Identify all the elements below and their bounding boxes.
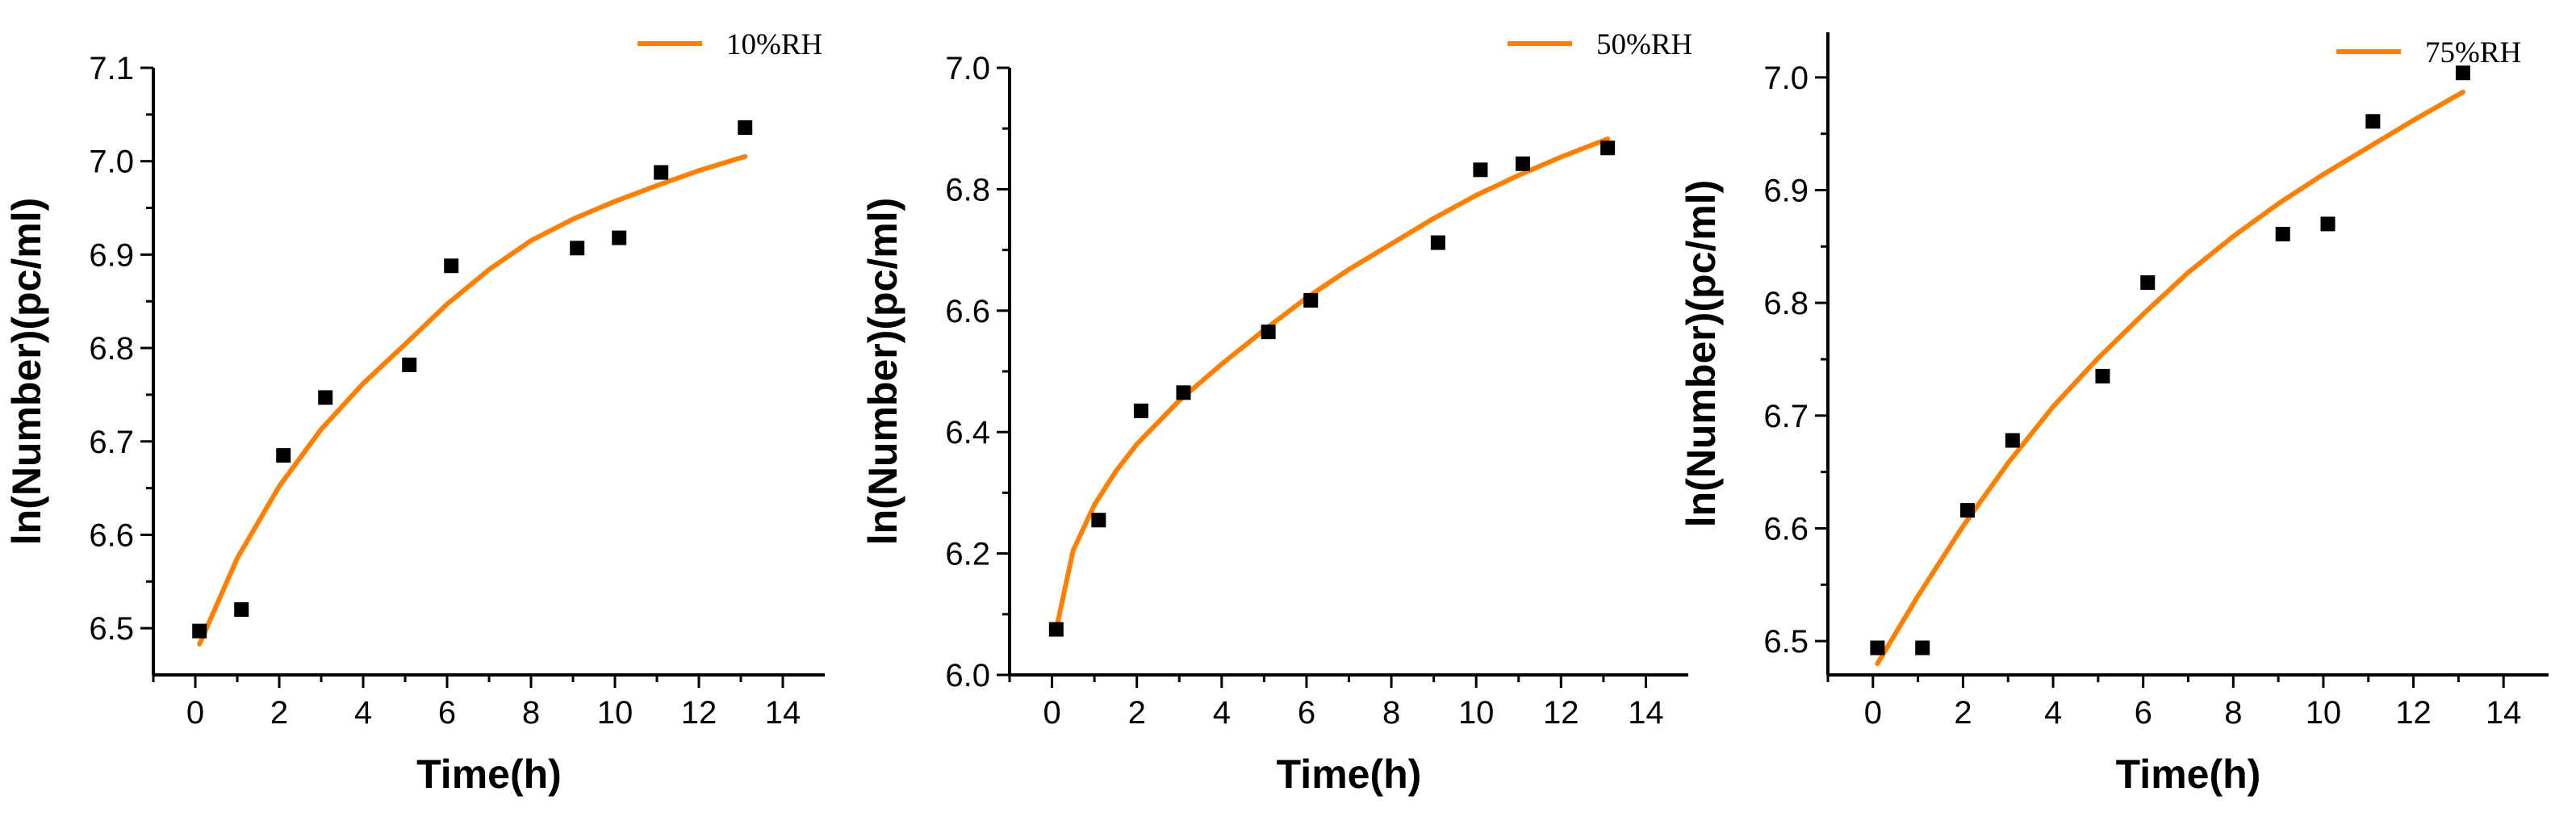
- data-point: [612, 230, 627, 245]
- fit-line-series: [1875, 90, 2465, 666]
- data-point: [276, 448, 291, 463]
- y-tick-label: 6.9: [89, 237, 134, 273]
- data-point: [2140, 275, 2156, 291]
- x-tick-label: 0: [1864, 695, 1882, 731]
- x-tick-label: 2: [270, 695, 288, 731]
- chart-panel-3: 0 2 4 6 8 10 12 14 6.5 6.6 6.7 6.8 6.9 7.0 Time(h) ln(N…: [1679, 32, 2549, 797]
- legend-label: 10%RH: [726, 28, 822, 61]
- data-point: [1915, 640, 1930, 656]
- data-point: [1091, 513, 1106, 528]
- y-tick-label: 6.9: [1763, 174, 1809, 209]
- x-tick-label: 4: [354, 695, 372, 731]
- y-tick-label: 6.7: [89, 425, 134, 460]
- data-point: [654, 165, 669, 180]
- x-tick-label: 14: [1628, 695, 1664, 731]
- x-axis-title: Time(h): [416, 752, 562, 797]
- y-tick-label: 6.4: [945, 415, 990, 450]
- y-axis-title: ln(Number)(pc/ml): [1679, 180, 1724, 528]
- x-tick-label: 8: [522, 695, 540, 731]
- data-point: [570, 241, 585, 256]
- y-tick-label: 7.0: [1763, 61, 1809, 96]
- y-tick-label: 6.8: [89, 331, 134, 367]
- legend-label: 50%RH: [1596, 28, 1692, 61]
- data-point: [402, 357, 417, 372]
- data-point: [1516, 156, 1531, 171]
- y-tick-label: 6.5: [89, 611, 134, 647]
- x-tick-label: 12: [681, 695, 717, 731]
- x-tick-label: 0: [186, 695, 204, 731]
- x-tick-label: 10: [597, 695, 634, 731]
- x-tick-label: 8: [1382, 695, 1400, 731]
- data-point: [1176, 385, 1191, 400]
- y-tick-label: 6.6: [1763, 511, 1809, 547]
- data-point: [234, 602, 249, 618]
- data-point: [1473, 162, 1488, 178]
- x-tick-label: 8: [2224, 695, 2242, 731]
- data-point: [444, 258, 459, 274]
- x-tick-label: 12: [2395, 695, 2432, 731]
- chart-panel-2: 0 2 4 6 8 10 12 14 6.0 6.2 6.4 6.6 6.8 7.0 Time(h) ln(N…: [860, 28, 1692, 797]
- fit-line-series: [1053, 136, 1611, 632]
- data-point: [1600, 140, 1616, 156]
- data-point: [738, 120, 753, 136]
- x-tick-label: 14: [2486, 695, 2522, 731]
- data-point: [1261, 325, 1276, 340]
- y-tick-label: 7.0: [945, 51, 990, 86]
- y-axis-title: ln(Number)(pc/ml): [860, 198, 905, 546]
- y-tick-label: 6.2: [945, 537, 990, 572]
- data-point: [318, 390, 333, 405]
- y-tick-label: 6.8: [1763, 286, 1809, 321]
- x-tick-label: 6: [438, 695, 456, 731]
- data-point: [192, 623, 207, 639]
- data-point: [1303, 293, 1319, 308]
- data-point: [2365, 114, 2381, 129]
- data-point: [2005, 433, 2020, 448]
- x-tick-label: 4: [2044, 695, 2062, 731]
- data-point: [1870, 640, 1885, 656]
- y-tick-label: 6.7: [1763, 399, 1809, 434]
- y-tick-label: 7.0: [89, 145, 134, 180]
- y-tick-label: 6.6: [89, 517, 134, 553]
- chart-panel-1: 0 2 4 6 8 10 12 14 6.5 6.6 6.7 6.8 6.9 7.0 7.1 Time(h) l…: [4, 28, 825, 797]
- data-point: [2275, 226, 2290, 241]
- y-tick-label: 7.1: [89, 51, 134, 86]
- data-point: [1133, 403, 1148, 418]
- data-point: [2320, 216, 2336, 232]
- y-tick-label: 6.8: [945, 172, 990, 207]
- x-tick-label: 10: [2306, 695, 2342, 731]
- x-tick-label: 12: [1543, 695, 1579, 731]
- x-tick-label: 2: [1954, 695, 1972, 731]
- y-tick-label: 6.5: [1763, 624, 1809, 660]
- y-axis-title: ln(Number)(pc/ml): [4, 198, 49, 546]
- fit-line-series: [197, 153, 748, 647]
- x-tick-label: 4: [1213, 695, 1231, 731]
- x-axis-title: Time(h): [2116, 752, 2261, 797]
- x-axis-title: Time(h): [1277, 752, 1422, 797]
- x-tick-label: 0: [1043, 695, 1060, 731]
- data-point: [2095, 368, 2110, 383]
- x-tick-label: 14: [765, 695, 801, 731]
- x-tick-label: 2: [1128, 695, 1146, 731]
- x-tick-label: 10: [1458, 695, 1495, 731]
- data-point: [2455, 65, 2470, 81]
- x-tick-label: 6: [1298, 695, 1315, 731]
- data-point: [1430, 235, 1445, 250]
- legend-label: 75%RH: [2425, 36, 2521, 69]
- data-point: [1048, 622, 1064, 637]
- y-tick-label: 6.0: [945, 658, 990, 693]
- x-tick-label: 6: [2135, 695, 2152, 731]
- data-point: [1960, 503, 1976, 518]
- y-tick-label: 6.6: [945, 294, 990, 329]
